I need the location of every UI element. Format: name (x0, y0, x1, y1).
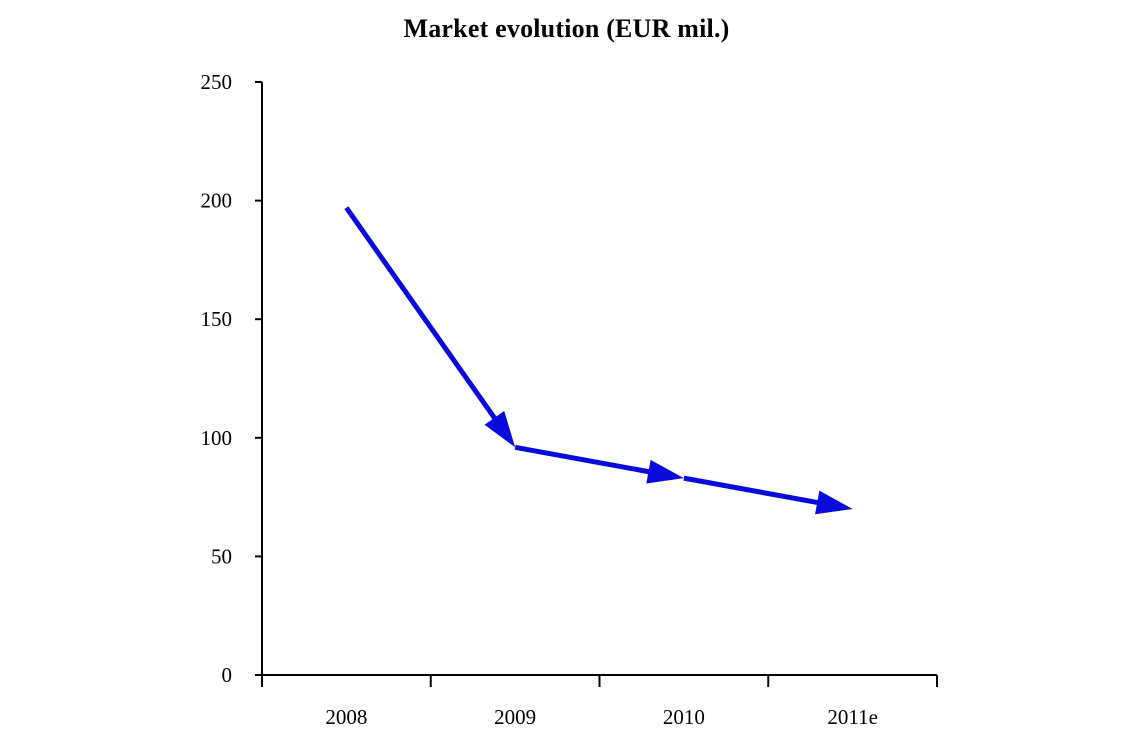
y-tick-label: 50 (211, 544, 232, 568)
y-tick-label: 100 (201, 426, 233, 450)
y-tick-label: 0 (222, 663, 233, 687)
x-tick-label: 2009 (494, 705, 536, 729)
x-tick-label: 2008 (325, 705, 367, 729)
x-tick-label: 2010 (663, 705, 705, 729)
series-line-segment (515, 447, 650, 472)
y-tick-label: 200 (201, 189, 233, 213)
x-tick-label: 2011e (827, 705, 878, 729)
y-tick-label: 150 (201, 307, 233, 331)
chart-title: Market evolution (EUR mil.) (0, 14, 1133, 44)
series-arrowhead (646, 460, 684, 484)
series-arrowhead (485, 411, 516, 447)
series-line-segment (346, 208, 495, 420)
series-arrowhead (815, 491, 853, 515)
y-tick-label: 250 (201, 70, 233, 94)
series-line-segment (684, 478, 819, 503)
